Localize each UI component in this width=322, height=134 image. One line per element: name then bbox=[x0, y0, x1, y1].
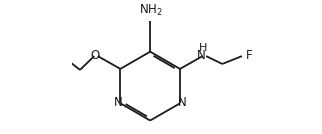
Text: N: N bbox=[197, 49, 206, 62]
Text: NH$_2$: NH$_2$ bbox=[139, 3, 163, 18]
Text: H: H bbox=[199, 43, 208, 53]
Text: F: F bbox=[245, 49, 252, 62]
Text: N: N bbox=[178, 96, 187, 109]
Text: N: N bbox=[113, 96, 122, 109]
Text: O: O bbox=[91, 49, 100, 62]
